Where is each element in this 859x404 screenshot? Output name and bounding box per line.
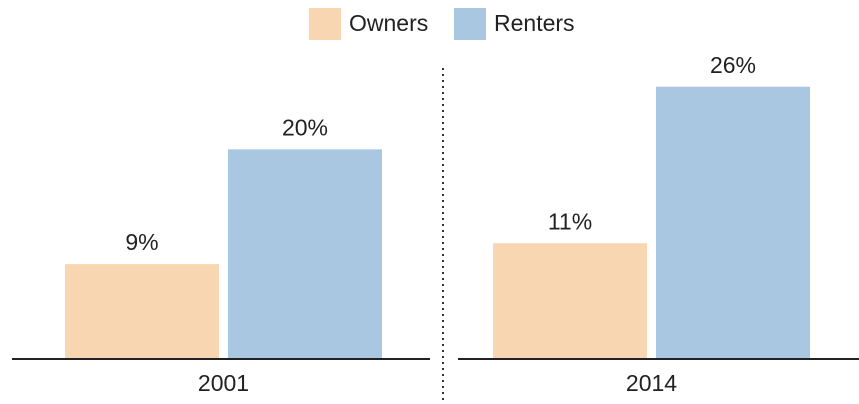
x-tick-label: 2014 — [626, 370, 677, 396]
legend-swatch — [454, 8, 486, 40]
legend-swatch — [309, 8, 341, 40]
value-label: 20% — [282, 114, 328, 140]
bar — [493, 243, 647, 358]
bar — [228, 149, 382, 358]
value-label: 11% — [548, 208, 592, 234]
x-tick-label: 2001 — [198, 370, 249, 396]
legend-label: Renters — [494, 10, 575, 36]
bar — [656, 86, 810, 358]
value-label: 9% — [125, 229, 158, 255]
bar — [65, 264, 219, 358]
value-label: 26% — [710, 52, 756, 78]
legend-label: Owners — [349, 10, 428, 36]
